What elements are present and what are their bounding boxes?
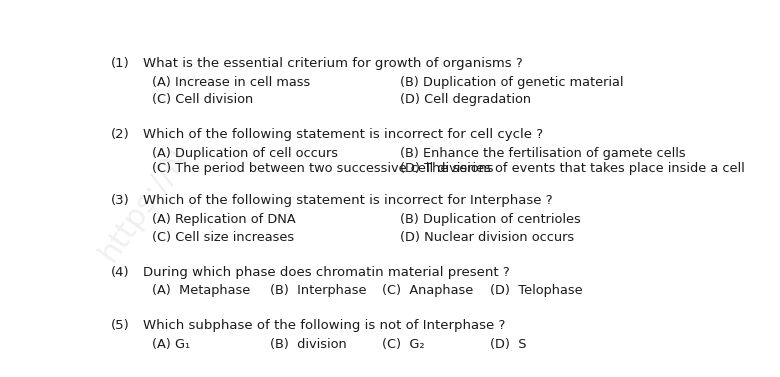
Text: (B) Duplication of centrioles: (B) Duplication of centrioles [399,213,580,226]
Text: (B)  Interphase: (B) Interphase [270,284,367,297]
Text: (2): (2) [111,128,129,141]
Text: https://N: https://N [93,143,193,267]
Text: (D) Cell degradation: (D) Cell degradation [399,93,531,106]
Text: (4): (4) [111,265,129,279]
Text: (B) Enhance the fertilisation of gamete cells: (B) Enhance the fertilisation of gamete … [399,147,686,160]
Text: Which subphase of the following is not of Interphase ?: Which subphase of the following is not o… [143,319,505,332]
Text: (D)  Telophase: (D) Telophase [491,284,583,297]
Text: (A) G₁: (A) G₁ [152,338,190,351]
Text: (C)  G₂: (C) G₂ [381,338,424,351]
Text: (C)  Anaphase: (C) Anaphase [381,284,473,297]
Text: (A) Replication of DNA: (A) Replication of DNA [152,213,296,226]
Text: (A) Duplication of cell occurs: (A) Duplication of cell occurs [152,147,338,160]
Text: What is the essential criterium for growth of organisms ?: What is the essential criterium for grow… [143,57,523,70]
Text: (5): (5) [111,319,129,332]
Text: (A)  Metaphase: (A) Metaphase [152,284,250,297]
Text: (D) Nuclear division occurs: (D) Nuclear division occurs [399,231,574,244]
Text: (1): (1) [111,57,129,70]
Text: Which of the following statement is incorrect for Interphase ?: Which of the following statement is inco… [143,195,552,207]
Text: (D)  S: (D) S [491,338,527,351]
Text: (C) Cell division: (C) Cell division [152,93,254,106]
Text: Which of the following statement is incorrect for cell cycle ?: Which of the following statement is inco… [143,128,543,141]
Text: (C) The period between two successive cell divisions: (C) The period between two successive ce… [152,162,494,175]
Text: (B)  division: (B) division [270,338,346,351]
Text: (B) Duplication of genetic material: (B) Duplication of genetic material [399,76,623,89]
Text: (D) The series of events that takes place inside a cell: (D) The series of events that takes plac… [399,162,744,175]
Text: (C) Cell size increases: (C) Cell size increases [152,231,294,244]
Text: During which phase does chromatin material present ?: During which phase does chromatin materi… [143,265,509,279]
Text: (A) Increase in cell mass: (A) Increase in cell mass [152,76,310,89]
Text: (3): (3) [111,195,129,207]
